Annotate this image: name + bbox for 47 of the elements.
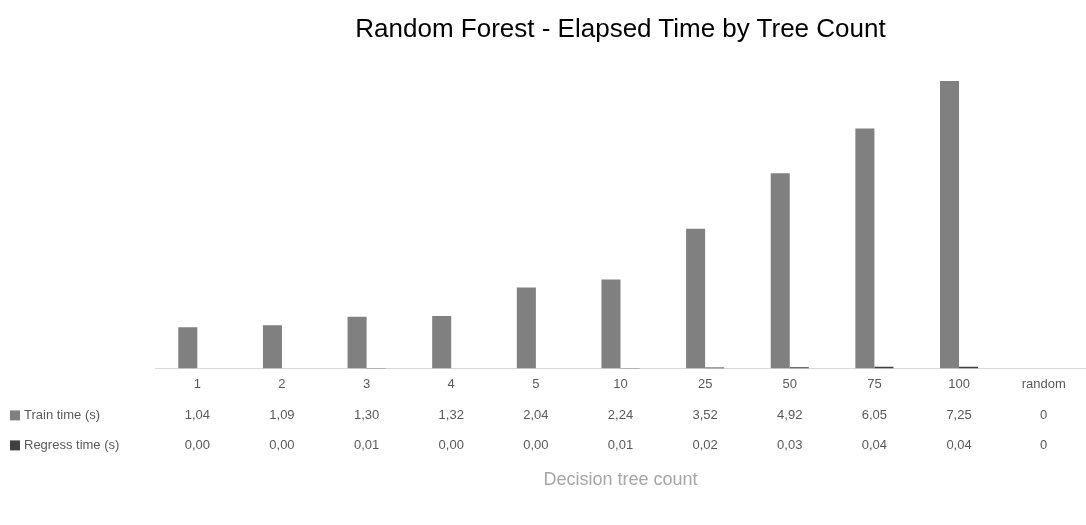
data-label: 0,01 [353,436,380,452]
data-label: 0 [1040,436,1048,452]
x-tick-label: 2 [278,375,286,391]
bar [178,327,198,369]
data-label: 0,01 [607,436,634,452]
bar [516,287,536,369]
chart-title: Random Forest - Elapsed Time by Tree Count [355,12,887,43]
data-label: 0,04 [946,436,972,452]
x-tick-label: 3 [362,375,371,391]
bar [855,128,875,369]
bar [432,316,452,369]
data-label: 1,32 [438,406,464,422]
data-label: 2,24 [607,406,634,422]
legend-label: Regress time (s) [24,436,120,452]
data-label: 1,30 [353,406,380,422]
data-label: 0,04 [861,436,888,452]
data-label: 0,00 [184,436,210,452]
data-label: 4,92 [777,406,803,422]
x-tick-label: random [1021,375,1066,391]
x-tick-label: 50 [782,375,798,391]
data-label: 0,02 [692,436,718,452]
data-label: 0,00 [269,436,295,452]
bar [686,228,706,369]
data-label: 7,25 [946,406,972,422]
bar [770,173,790,369]
bar [262,325,282,369]
data-label: 0,00 [438,436,464,452]
x-tick-label: 1 [193,375,201,391]
legend-label: Train time (s) [24,406,101,422]
data-label: 0,03 [777,436,803,452]
data-label: 6,05 [861,406,888,422]
x-tick-label: 10 [613,375,628,391]
data-label: 3,52 [692,406,718,422]
bar [940,80,960,369]
bar [601,279,621,369]
data-label: 0 [1040,406,1048,422]
x-tick-label: 5 [532,375,540,391]
data-label: 0,00 [523,436,549,452]
data-label: 1,09 [269,406,295,422]
x-tick-label: 25 [697,375,713,391]
x-tick-label: 4 [447,375,455,391]
x-tick-label: 75 [867,375,882,391]
data-label: 1,04 [184,406,210,422]
x-axis-title: Decision tree count [543,469,698,490]
x-tick-label: 100 [948,375,970,391]
data-label: 2,04 [523,406,549,422]
bar [347,316,367,369]
